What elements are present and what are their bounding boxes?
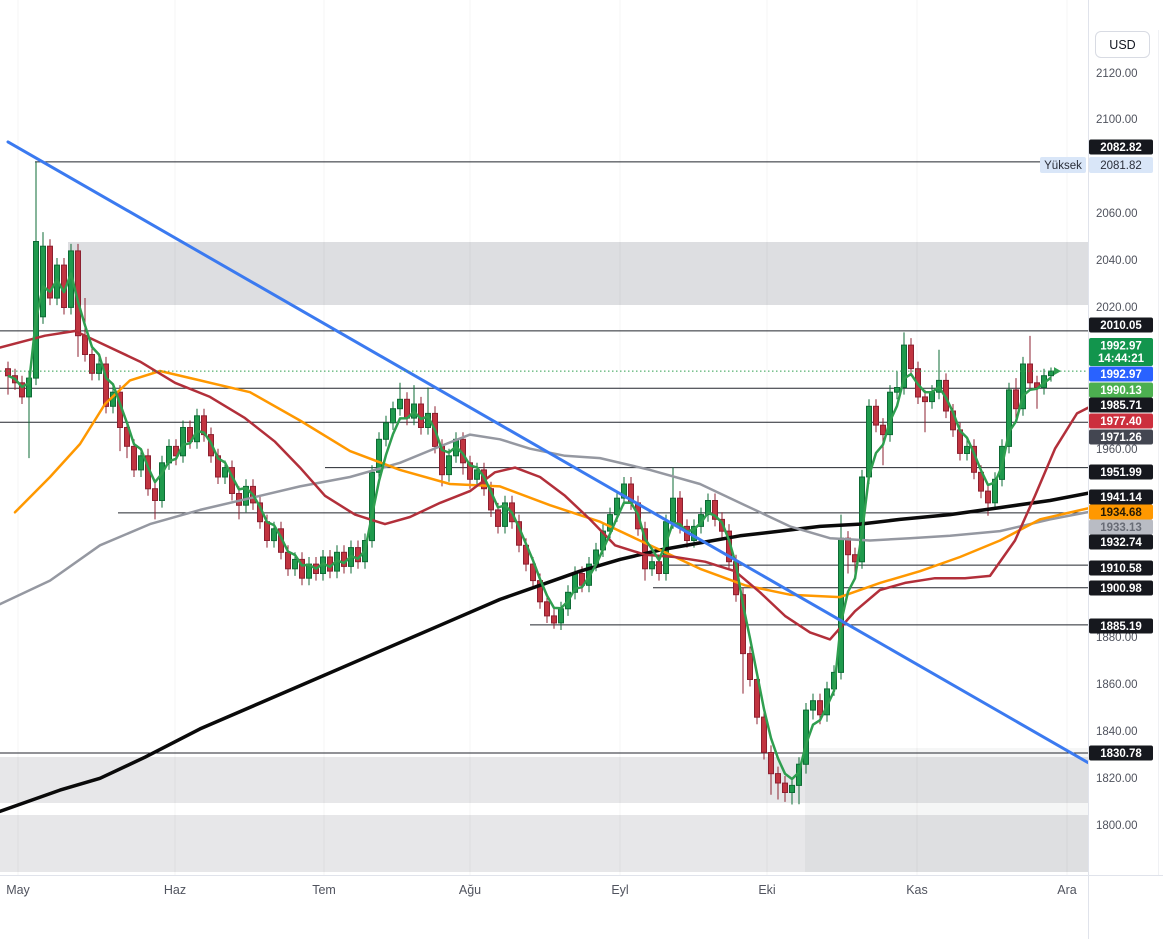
time-axis-label: Kas <box>906 883 928 897</box>
price-badge-value: 1977.40 <box>1100 416 1142 428</box>
price-axis-label: 2060.00 <box>1096 208 1138 220</box>
sma-200-black[interactable] <box>0 491 1088 814</box>
month-gridlines <box>17 0 1068 875</box>
price-badge-value: 1885.19 <box>1100 621 1142 633</box>
price-badge <box>1089 366 1153 382</box>
price-badge-value: 1941.14 <box>1100 492 1142 504</box>
time-axis[interactable]: May Haz Tem Ağu Eyl Eki Kas Ara <box>6 883 1077 897</box>
price-badge-value: 1990.13 <box>1100 385 1142 397</box>
price-badge <box>1089 382 1153 398</box>
price-badge <box>1089 429 1153 445</box>
price-badge-value: 1992.97 <box>1100 341 1142 353</box>
price-badge <box>1089 139 1153 155</box>
last-price-marker-icon <box>1054 367 1061 376</box>
price-badge-value: 1933.13 <box>1100 522 1142 534</box>
price-badge <box>1089 534 1153 550</box>
time-axis-label: Eyl <box>611 883 628 897</box>
high-readout: Yüksek 2081.82 <box>1040 157 1153 173</box>
price-badge-value: 1830.78 <box>1100 748 1142 760</box>
high-readout-value: 2081.82 <box>1100 160 1142 172</box>
price-badge-value: 2010.05 <box>1100 320 1142 332</box>
zone-rect <box>0 815 1088 872</box>
sma-30-red[interactable] <box>0 329 1088 641</box>
price-badge-value: 1985.71 <box>1100 400 1142 412</box>
price-badge-value: 1934.68 <box>1100 507 1142 519</box>
descending-trendline[interactable] <box>6 140 1088 765</box>
price-axis-label: 1800.00 <box>1096 820 1138 832</box>
price-axis-label: 2020.00 <box>1096 302 1138 314</box>
price-badge <box>1089 397 1153 413</box>
price-axis-label: 2040.00 <box>1096 255 1138 267</box>
price-badge-value: 1900.98 <box>1100 583 1142 595</box>
zone-rect <box>0 757 1088 803</box>
price-axis-label: 1860.00 <box>1096 679 1138 691</box>
price-badge <box>1089 413 1153 429</box>
price-axis-badges: 2082.822010.051992.9714:44:211992.971990… <box>1089 139 1153 761</box>
sma-50-orange[interactable] <box>13 369 1088 599</box>
time-axis-label: Eki <box>758 883 775 897</box>
price-badge <box>1089 464 1153 480</box>
price-badge <box>1089 504 1153 520</box>
price-badge-countdown: 14:44:21 <box>1098 353 1145 365</box>
price-axis-label: 1880.00 <box>1096 632 1138 644</box>
price-axis-label: 1960.00 <box>1096 444 1138 456</box>
time-axis-label: Ara <box>1057 883 1077 897</box>
price-badge <box>1089 317 1153 333</box>
price-badge <box>1089 745 1153 761</box>
time-axis-label: May <box>6 883 30 897</box>
price-axis-label: 2100.00 <box>1096 114 1138 126</box>
price-badge <box>1089 580 1153 596</box>
time-axis-label: Tem <box>312 883 336 897</box>
supply-demand-zones <box>0 242 1088 872</box>
zone-rect <box>68 242 1088 305</box>
price-badge-value: 1992.97 <box>1100 369 1142 381</box>
price-badge <box>1089 618 1153 634</box>
high-readout-label: Yüksek <box>1044 160 1082 172</box>
price-badge-value: 1932.74 <box>1100 537 1142 549</box>
ema-fast-green[interactable] <box>7 272 1052 781</box>
price-badge <box>1089 489 1153 505</box>
price-badge-value: 1910.58 <box>1100 563 1142 575</box>
time-axis-label: Ağu <box>459 883 481 897</box>
price-badge <box>1089 519 1153 535</box>
time-axis-label: Haz <box>164 883 186 897</box>
zone-rect <box>805 748 1088 872</box>
price-axis-label: 1840.00 <box>1096 726 1138 738</box>
price-badge <box>1089 560 1153 576</box>
price-badge-value: 2082.82 <box>1100 142 1142 154</box>
price-badge <box>1089 338 1153 366</box>
price-axis[interactable]: 2120.00 2100.00 2060.00 2040.00 2020.00 1960.… <box>1096 68 1138 832</box>
currency-axis-button[interactable]: USD <box>1095 31 1150 58</box>
price-level-lines[interactable] <box>0 161 1088 754</box>
price-axis-label: 1820.00 <box>1096 773 1138 785</box>
price-badge-value: 1951.99 <box>1100 467 1142 479</box>
price-badge-value: 1971.26 <box>1100 432 1142 444</box>
price-axis-label: 2120.00 <box>1096 68 1138 80</box>
